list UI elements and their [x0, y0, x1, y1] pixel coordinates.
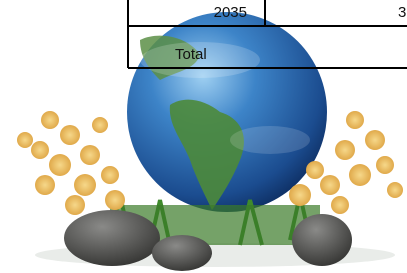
rock — [64, 210, 160, 266]
flowers-left — [17, 111, 125, 215]
illustration — [0, 0, 407, 273]
rock — [152, 235, 212, 271]
page: 2035 3 Total — [0, 0, 407, 273]
cloud — [230, 126, 310, 154]
table-cell: Total — [175, 46, 207, 63]
table-cell: 3 — [398, 4, 406, 21]
rock — [292, 214, 352, 266]
table-cell: 2035 — [214, 4, 247, 21]
